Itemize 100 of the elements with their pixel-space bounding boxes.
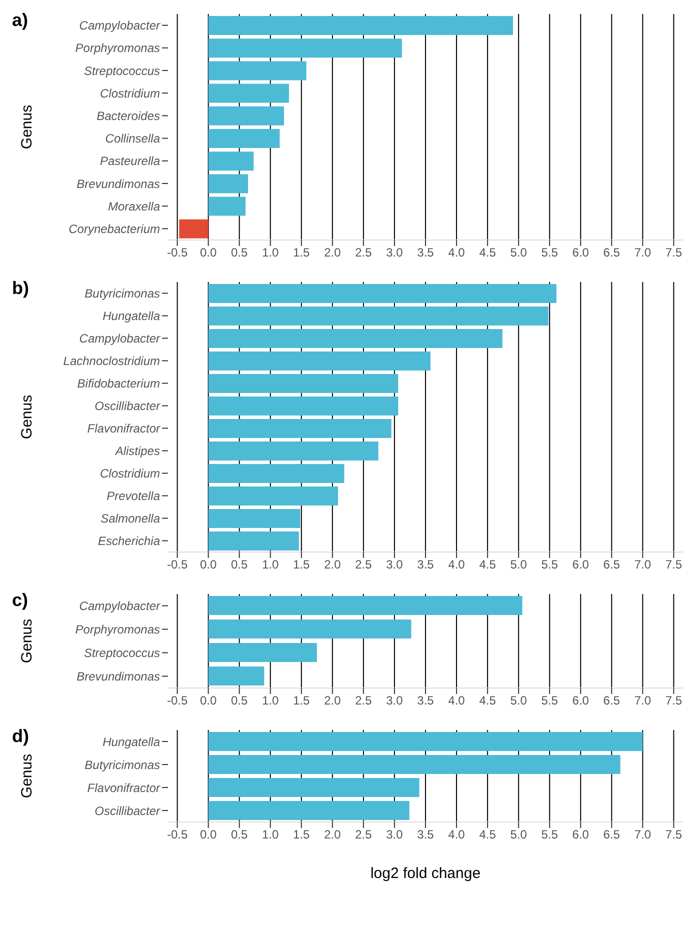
y-tick-label: Campylobacter (79, 18, 161, 33)
x-tick-label: 6.5 (603, 558, 620, 572)
x-tick-label: 2.5 (355, 558, 372, 572)
bar (208, 84, 289, 103)
y-tick-label: Brevundimonas (76, 176, 160, 191)
y-tick-label: Alistipes (114, 444, 160, 458)
x-tick-label: 0.0 (200, 558, 217, 572)
x-tick-label: 7.0 (634, 694, 652, 708)
x-tick-label: 0.0 (200, 246, 217, 260)
x-tick-label: 4.5 (479, 828, 496, 842)
bar (208, 329, 502, 348)
x-tick-label: 7.0 (634, 558, 652, 572)
x-tick-label: 4.0 (448, 828, 466, 842)
y-tick-label: Salmonella (100, 512, 160, 526)
x-tick-label: 3.5 (417, 246, 434, 260)
x-tick-label: 6.0 (572, 558, 590, 572)
x-tick-label: 6.5 (603, 828, 620, 842)
x-tick-label: 2.0 (324, 558, 342, 572)
bar (208, 352, 430, 370)
bar (208, 442, 378, 460)
x-tick-label: 4.5 (479, 246, 496, 260)
y-tick-label: Pasteurella (100, 154, 160, 168)
y-tick-label: Corynebacterium (68, 222, 160, 236)
bar (208, 306, 548, 326)
x-tick-label: 0.0 (200, 694, 217, 708)
x-tick-label: 5.0 (510, 694, 528, 708)
x-tick-label: 2.5 (355, 694, 372, 708)
x-tick-label: 3.5 (417, 694, 434, 708)
bar (208, 643, 317, 662)
bar (208, 755, 620, 774)
bar (208, 374, 398, 393)
x-tick-label: 6.5 (603, 694, 620, 708)
x-tick-label: 3.0 (386, 246, 404, 260)
x-tick-label: 1.5 (293, 246, 310, 260)
x-tick-label: 3.0 (386, 694, 404, 708)
x-tick-label: 1.0 (262, 246, 280, 260)
y-tick-label: Butyricimonas (84, 758, 160, 772)
y-tick-label: Hungatella (102, 734, 160, 749)
x-tick-label: 7.5 (665, 246, 682, 260)
x-tick-label: -0.5 (166, 558, 188, 572)
x-tick-label: 3.5 (417, 828, 434, 842)
x-tick-label: 5.0 (510, 246, 528, 260)
bar (208, 486, 338, 506)
x-tick-label: 6.5 (603, 246, 620, 260)
y-tick-label: Oscillibacter (94, 804, 161, 818)
text: a) (12, 10, 28, 31)
x-tick-label: 3.5 (417, 558, 434, 572)
x-tick-label: 5.5 (541, 694, 558, 708)
y-tick-label: Prevotella (106, 489, 160, 504)
x-tick-label: 1.0 (262, 694, 280, 708)
x-tick-label: -0.5 (166, 246, 188, 260)
bar (208, 16, 513, 35)
x-tick-label: 7.0 (634, 828, 652, 842)
text: b) (12, 278, 29, 299)
bar (208, 464, 344, 483)
x-tick-label: 5.0 (510, 558, 528, 572)
y-tick-label: Collinsella (105, 132, 160, 146)
x-tick-label: 7.5 (665, 558, 682, 572)
x-tick-label: 1.0 (262, 828, 280, 842)
y-tick-label: Clostridium (100, 466, 160, 481)
bar (208, 509, 300, 528)
x-tick-label: 6.0 (572, 694, 590, 708)
x-tick-label: 0.5 (231, 694, 248, 708)
bar (208, 61, 306, 80)
x-tick-label: 0.5 (231, 558, 248, 572)
y-tick-label: Bifidobacterium (77, 376, 160, 391)
y-tick-label: Porphyromonas (75, 41, 160, 56)
bar (208, 129, 280, 148)
x-tick-label: 0.5 (231, 246, 248, 260)
x-tick-label: 4.0 (448, 694, 466, 708)
x-tick-label: 3.0 (386, 828, 404, 842)
y-tick-label: Flavonifractor (87, 422, 161, 436)
bar (208, 620, 412, 638)
y-tick-label: Moraxella (108, 199, 160, 214)
x-axis-title: log2 fold change (370, 865, 481, 882)
x-tick-label: 2.0 (324, 828, 342, 842)
x-tick-label: 4.0 (448, 558, 466, 572)
x-tick-label: 1.5 (293, 828, 310, 842)
bar (208, 284, 556, 303)
y-tick-label: Butyricimonas (84, 286, 160, 301)
x-tick-label: -0.5 (166, 828, 188, 842)
x-tick-label: 5.5 (541, 828, 558, 842)
bar (208, 396, 398, 416)
y-tick-label: Streptococcus (84, 64, 160, 78)
x-tick-label: 1.5 (293, 558, 310, 572)
x-tick-label: 1.0 (262, 558, 280, 572)
y-axis-title: Genus (18, 394, 36, 440)
x-tick-label: 6.0 (572, 246, 590, 260)
y-tick-label: Campylobacter (79, 599, 161, 614)
y-tick-label: Brevundimonas (76, 670, 160, 684)
x-tick-label: 4.5 (479, 694, 496, 708)
x-tick-label: 4.5 (479, 558, 496, 572)
x-tick-label: 7.5 (665, 828, 682, 842)
y-tick-label: Porphyromonas (75, 622, 160, 637)
x-tick-label: 5.5 (541, 246, 558, 260)
bar (208, 778, 420, 797)
bar (208, 666, 264, 686)
y-tick-label: Hungatella (102, 309, 160, 324)
bar (208, 106, 284, 126)
y-tick-label: Streptococcus (84, 646, 160, 660)
